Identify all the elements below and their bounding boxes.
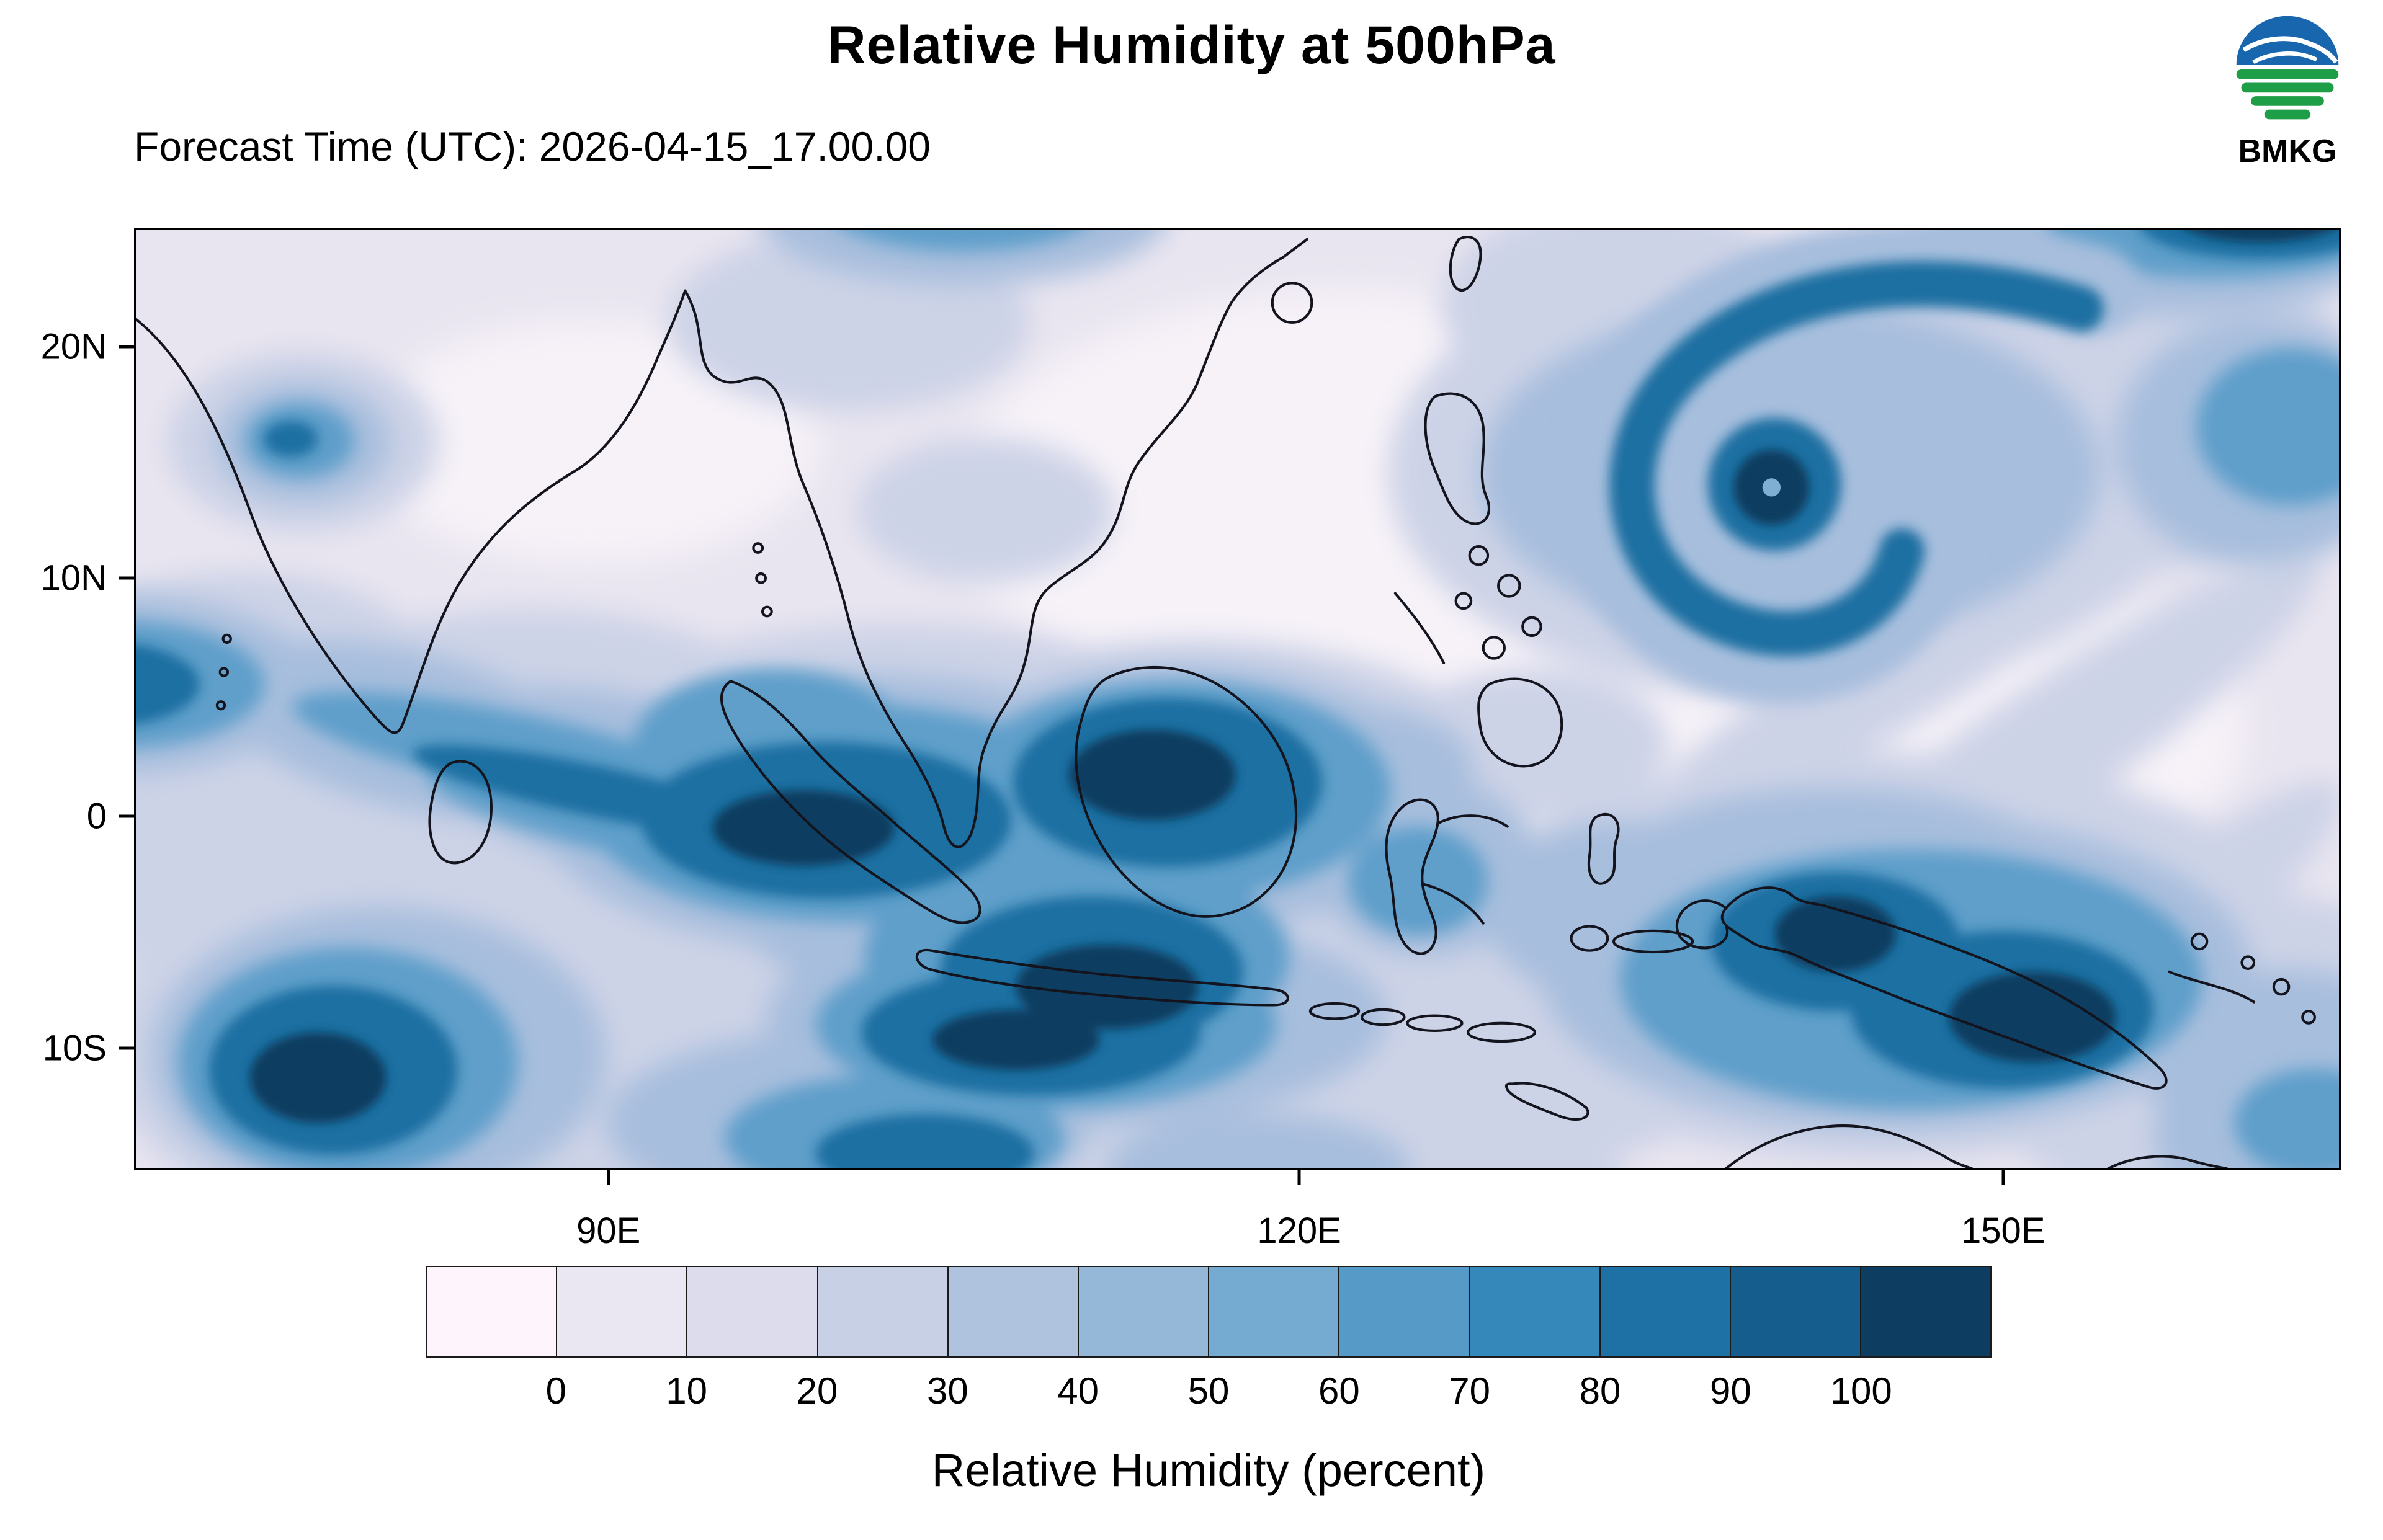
colorbar <box>426 1266 1992 1358</box>
colorbar-cell <box>1729 1266 1861 1358</box>
colorbar-tick-label: 80 <box>1579 1370 1621 1412</box>
colorbar-cell <box>1077 1266 1210 1358</box>
colorbar-tick-label: 30 <box>926 1370 968 1412</box>
colorbar-tick-label: 10 <box>666 1370 708 1412</box>
colorbar-cell <box>426 1266 558 1358</box>
colorbar-labels: 0 10 20 30 40 50 60 70 80 90 100 <box>426 1369 1992 1419</box>
colorbar-cell <box>1859 1266 1992 1358</box>
bmkg-logo-icon <box>2236 16 2339 120</box>
colorbar-cell <box>947 1266 1079 1358</box>
cyclone-feature <box>1561 230 2139 704</box>
y-tick-label: 0 <box>86 796 107 837</box>
colorbar-cell <box>1338 1266 1470 1358</box>
colorbar-cell <box>686 1266 818 1358</box>
x-tick-label: 120E <box>1257 1211 1341 1251</box>
colorbar-tick-label: 90 <box>1709 1370 1751 1412</box>
coastlines <box>136 236 2316 1168</box>
colorbar-tick-label: 70 <box>1449 1370 1491 1412</box>
y-axis-labels: 20N 10N 0 10S <box>0 228 107 1170</box>
x-tick-label: 90E <box>576 1211 641 1251</box>
y-tick-label: 20N <box>40 326 107 367</box>
x-tick-mark <box>607 1170 610 1185</box>
map-plot-area <box>134 228 2341 1170</box>
y-tick-mark <box>119 814 134 818</box>
colorbar-tick-label: 50 <box>1187 1370 1230 1412</box>
colorbar-tick-label: 20 <box>796 1370 838 1412</box>
colorbar-cell <box>1599 1266 1731 1358</box>
x-tick-mark <box>2001 1170 2005 1185</box>
x-tick-label: 150E <box>1961 1211 2045 1251</box>
colorbar-cell <box>816 1266 949 1358</box>
y-tick-mark <box>119 345 134 349</box>
colorbar-cell <box>1469 1266 1601 1358</box>
x-axis-labels: 90E 120E 150E <box>134 1170 2341 1270</box>
colorbar-caption: Relative Humidity (percent) <box>931 1444 1486 1496</box>
colorbar-cell <box>1208 1266 1340 1358</box>
colorbar-tick-label: 40 <box>1057 1370 1099 1412</box>
x-tick-mark <box>1297 1170 1301 1185</box>
colorbar-cell <box>556 1266 688 1358</box>
colorbar-tick-label: 0 <box>545 1370 567 1412</box>
humidity-field-map <box>136 230 2339 1168</box>
forecast-time-label: Forecast Time (UTC): 2026-04-15_17.00.00 <box>134 123 931 169</box>
colorbar-tick-label: 60 <box>1318 1370 1360 1412</box>
humidity-layer-core <box>249 230 2333 1123</box>
colorbar-tick-label: 100 <box>1830 1370 1892 1412</box>
y-tick-label: 10S <box>42 1028 107 1069</box>
y-tick-mark <box>119 1046 134 1050</box>
page-title: Relative Humidity at 500hPa <box>827 16 1556 75</box>
bmkg-logo: BMKG <box>2222 9 2353 170</box>
y-tick-mark <box>119 576 134 580</box>
bmkg-logo-text: BMKG <box>2238 133 2337 169</box>
y-tick-label: 10N <box>40 558 107 599</box>
y-axis-tick-marks <box>119 228 134 1170</box>
